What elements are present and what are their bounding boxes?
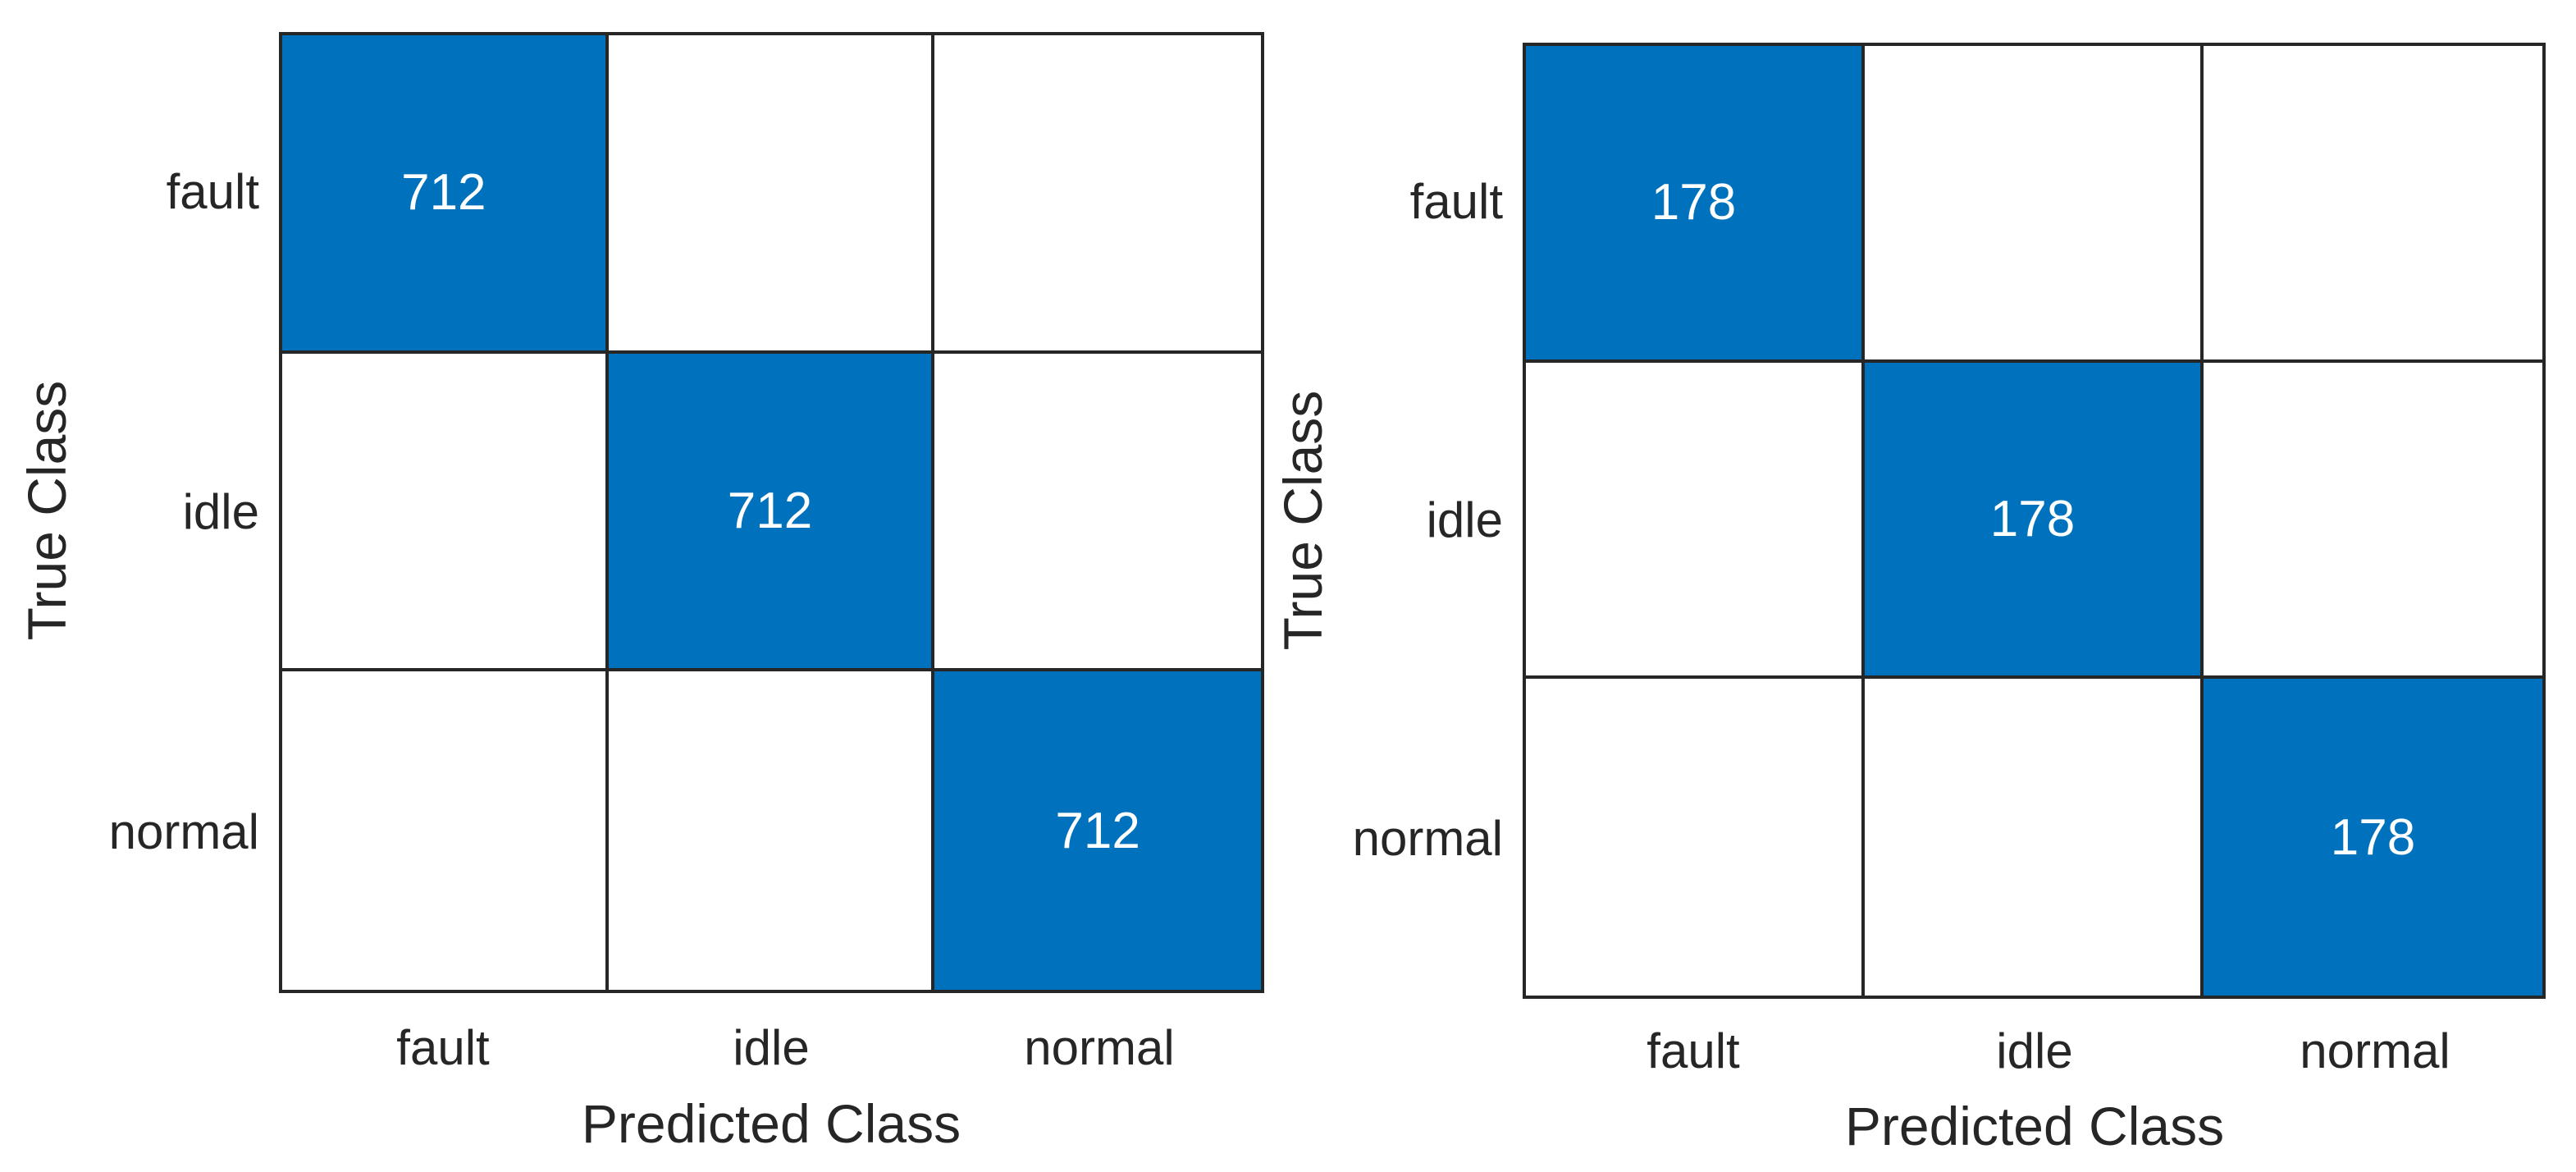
- cell-r1c0: [282, 353, 609, 672]
- cell-r1c0: [1526, 362, 1865, 680]
- cell-r0c1: [608, 35, 935, 354]
- confusion-matrix-right: 178 178 178: [1523, 43, 2546, 999]
- xtick-normal: normal: [2300, 1023, 2450, 1078]
- cell-r1c1: 712: [608, 353, 935, 672]
- cell-r0c2: [934, 35, 1261, 354]
- xtick-idle: idle: [1996, 1023, 2073, 1078]
- ytick-normal: normal: [1352, 811, 1503, 866]
- y-axis-label: True Class: [1272, 390, 1333, 651]
- cell-r0c2: [2204, 46, 2542, 363]
- cell-r2c1: [1865, 679, 2204, 996]
- cell-r0c0: 178: [1526, 46, 1865, 363]
- ytick-idle: idle: [1426, 492, 1503, 547]
- cell-r1c1: 178: [1865, 362, 2204, 680]
- confusion-matrix-left: 712 712 712: [279, 32, 1264, 993]
- cell-r2c2: 712: [934, 671, 1261, 990]
- xtick-normal: normal: [1024, 1020, 1175, 1075]
- x-axis-label: Predicted Class: [581, 1093, 961, 1154]
- xtick-fault: fault: [396, 1020, 490, 1075]
- cell-r2c0: [1526, 679, 1865, 996]
- ytick-fault: fault: [166, 164, 259, 219]
- xtick-idle: idle: [733, 1020, 810, 1075]
- ytick-idle: idle: [182, 484, 259, 539]
- cell-r1c2: [2204, 362, 2542, 680]
- x-axis-label: Predicted Class: [1844, 1096, 2225, 1156]
- ytick-fault: fault: [1409, 174, 1503, 229]
- y-axis-label: True Class: [16, 380, 77, 641]
- cell-r2c2: 178: [2204, 679, 2542, 996]
- cell-r2c1: [608, 671, 935, 990]
- cell-r0c0: 712: [282, 35, 609, 354]
- cell-r2c0: [282, 671, 609, 990]
- xtick-fault: fault: [1647, 1023, 1740, 1078]
- cell-r1c2: [934, 353, 1261, 672]
- cell-r0c1: [1865, 46, 2204, 363]
- ytick-normal: normal: [108, 804, 259, 859]
